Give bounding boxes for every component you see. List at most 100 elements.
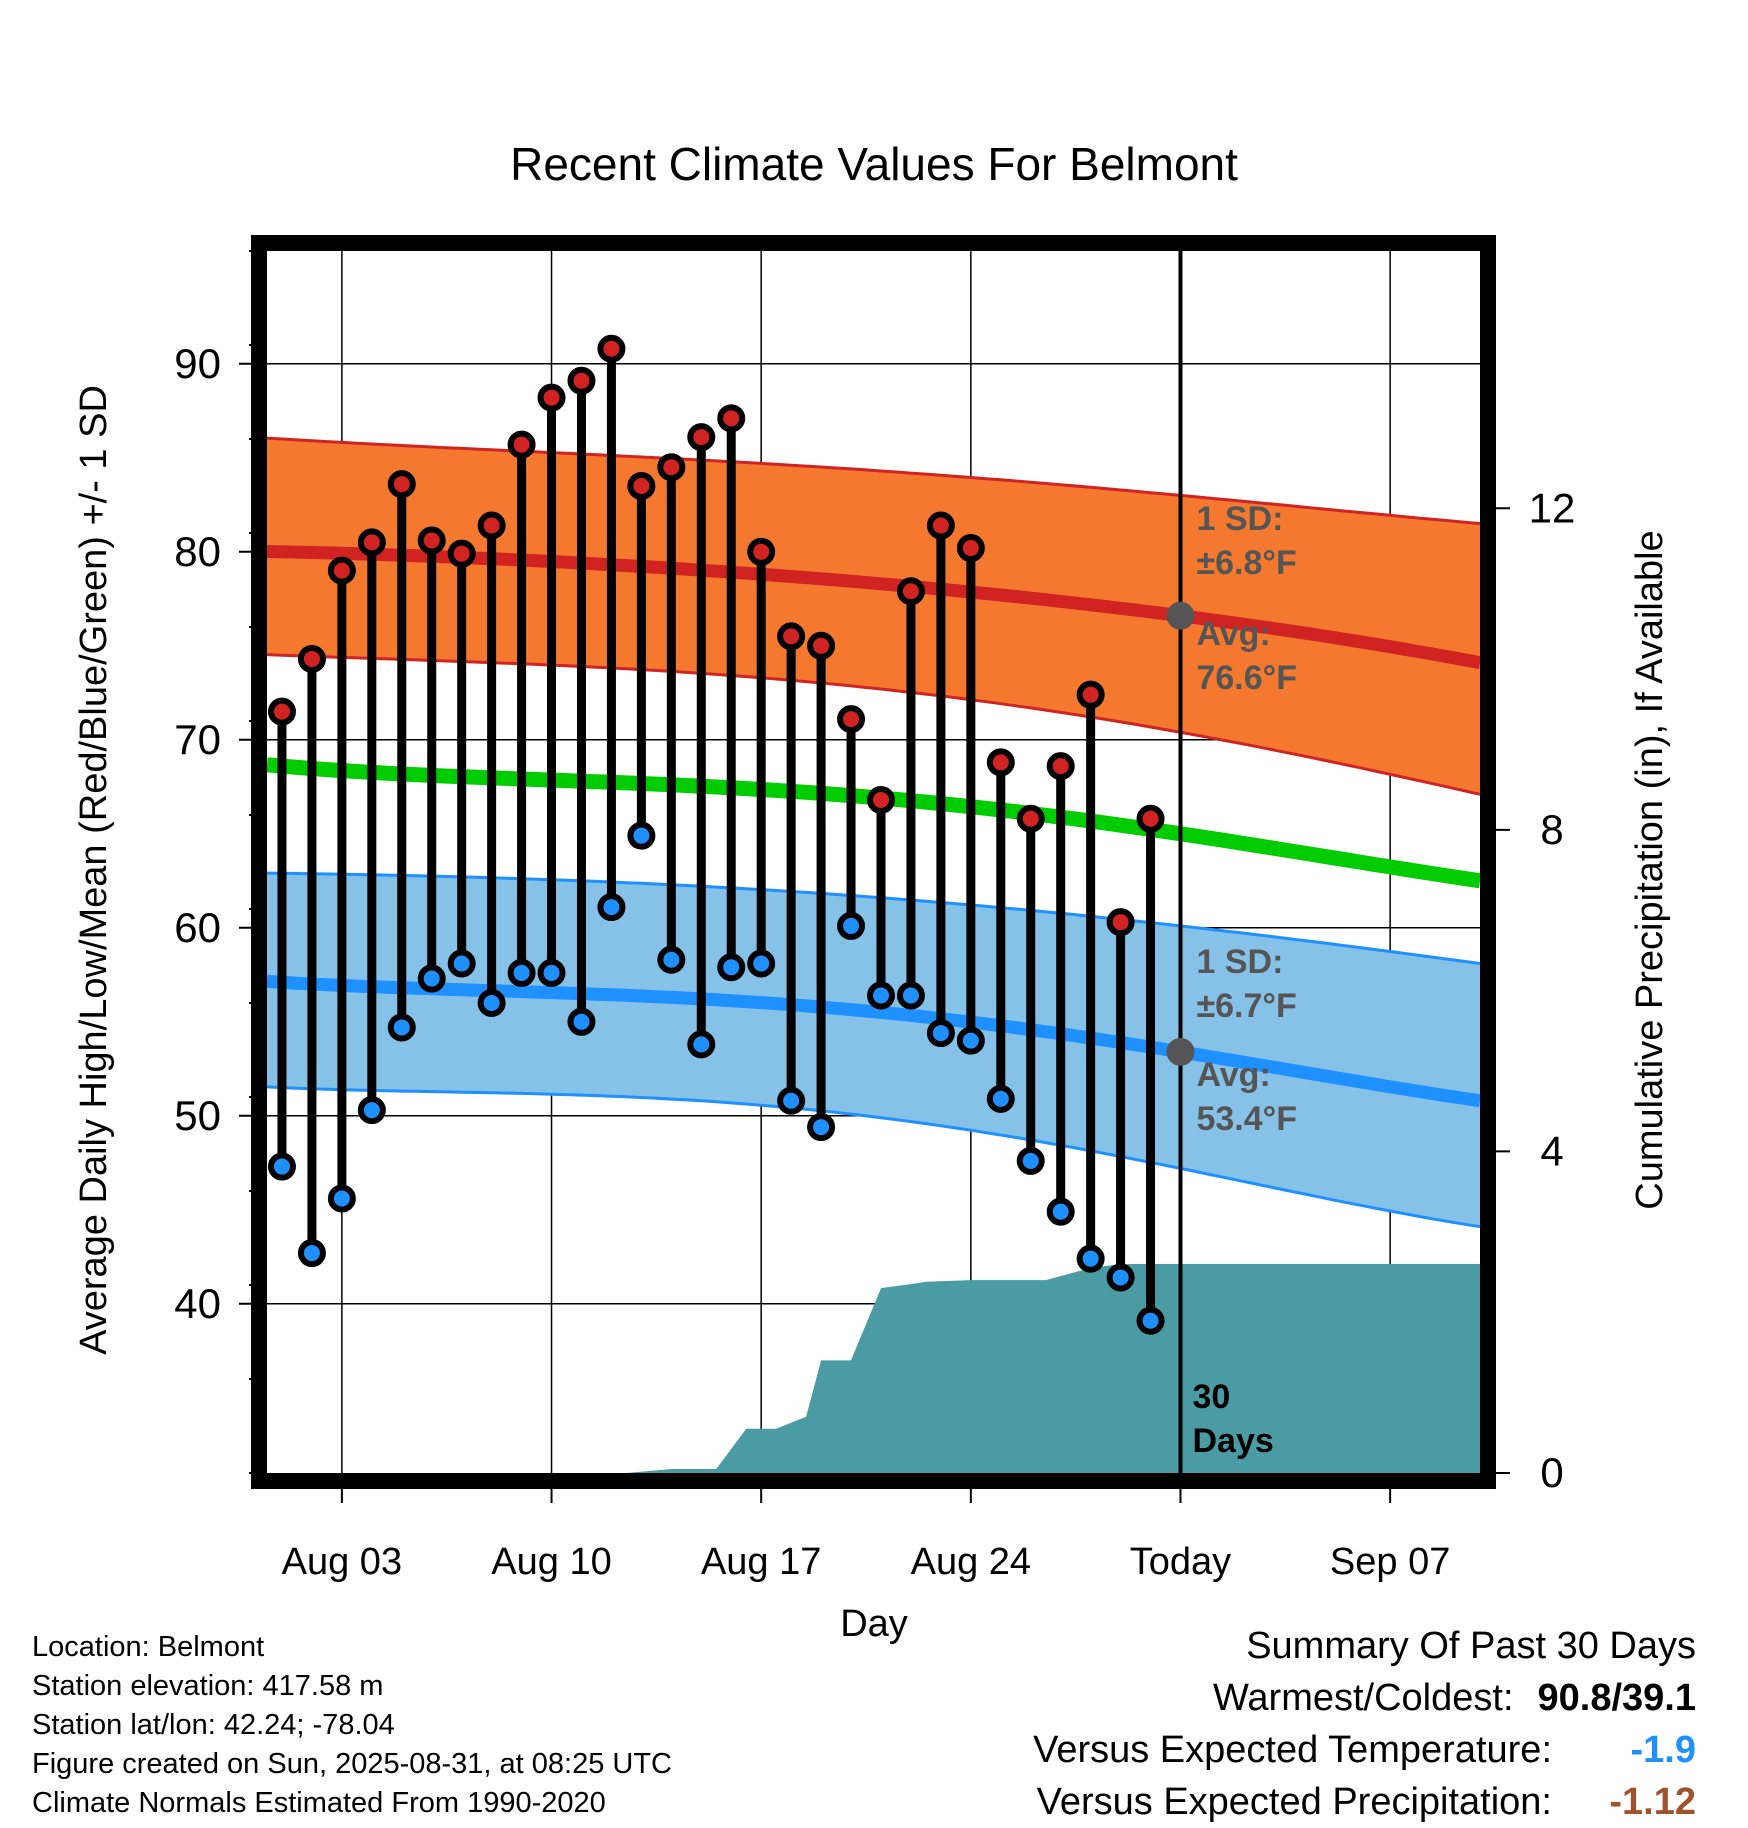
warm-cold-value: 90.8/39.1 — [1537, 1677, 1696, 1719]
y2-tick-label: 0 — [1540, 1449, 1563, 1496]
normal-low-line — [266, 974, 1481, 1108]
x-tick-label: Today — [1130, 1541, 1231, 1583]
plot-frame — [251, 235, 1496, 1489]
daily-low-point — [717, 953, 746, 982]
chart-title: Recent Climate Values For Belmont — [510, 138, 1238, 190]
summary-title: Summary Of Past 30 Days — [1246, 1625, 1696, 1667]
cumulative-precip-area — [282, 1264, 1480, 1473]
daily-high-point — [357, 528, 386, 557]
x-tick-label: Aug 17 — [701, 1541, 821, 1583]
daily-high-point — [417, 526, 446, 555]
normals-text: Climate Normals Estimated From 1990-2020 — [32, 1787, 606, 1819]
daily-low-point — [477, 989, 506, 1017]
normal-high-band-lower-edge — [266, 653, 1481, 796]
location-text: Location: Belmont — [32, 1631, 265, 1663]
x-tick-label: Sep 07 — [1330, 1541, 1450, 1583]
x-tick-label: Aug 10 — [491, 1541, 611, 1583]
daily-low-point — [1136, 1306, 1165, 1335]
y2-tick-label: 4 — [1540, 1127, 1563, 1174]
daily-low-point — [986, 1084, 1015, 1113]
daily-high-point — [1136, 804, 1165, 833]
daily-high-point — [327, 556, 356, 585]
low-avg-value: 53.4°F — [1196, 1100, 1297, 1138]
daily-low-point — [1076, 1244, 1105, 1273]
daily-low-point — [687, 1030, 716, 1059]
today-high-avg-dot — [1166, 601, 1195, 630]
daily-high-point — [477, 511, 506, 540]
high-sd-label: 1 SD: — [1196, 500, 1283, 538]
daily-high-point — [507, 430, 536, 459]
summary-temp-row: Versus Expected Temperature: -1.9 — [1033, 1724, 1696, 1776]
daily-high-point — [837, 705, 866, 734]
x-tick-label: Aug 24 — [911, 1541, 1031, 1583]
elevation-text: Station elevation: 417.58 m — [32, 1670, 384, 1702]
y-tick-label: 90 — [174, 340, 221, 387]
daily-high-point — [447, 539, 476, 568]
daily-low-point — [837, 911, 866, 940]
today-low-avg-dot — [1166, 1037, 1195, 1066]
summary-panel: Summary Of Past 30 Days Warmest/Coldest:… — [1033, 1620, 1696, 1828]
daily-high-point — [1046, 752, 1075, 781]
low-avg-label: Avg: — [1196, 1056, 1270, 1094]
daily-low-point — [267, 1152, 296, 1181]
daily-low-point — [896, 981, 925, 1010]
precip-anomaly-value: -1.12 — [1609, 1781, 1696, 1823]
x-axis-label: Day — [840, 1603, 908, 1645]
daily-bars-layer — [267, 334, 1165, 1335]
daily-low-point — [507, 958, 536, 987]
daily-high-point — [1076, 680, 1105, 709]
y-tick-label: 50 — [174, 1092, 221, 1139]
y-tick-label: 70 — [174, 716, 221, 763]
daily-low-point — [567, 1007, 596, 1036]
daily-low-point — [807, 1113, 836, 1142]
y2-axis-label: Cumulative Precipitation (in), If Availa… — [1629, 530, 1671, 1209]
daily-low-point — [597, 893, 626, 922]
y-tick-label: 40 — [174, 1280, 221, 1327]
daily-low-point — [357, 1096, 386, 1125]
daily-high-point — [297, 644, 326, 673]
y2-tick-label: 8 — [1540, 806, 1563, 853]
daily-high-point — [926, 511, 955, 540]
daily-high-point — [777, 622, 806, 651]
high-sd-value: ±6.8°F — [1196, 544, 1296, 582]
latlon-text: Station lat/lon: 42.24; -78.04 — [32, 1709, 395, 1741]
normal-low-band-upper-edge — [266, 871, 1481, 965]
daily-high-point — [896, 577, 925, 606]
daily-low-point — [956, 1026, 985, 1055]
daily-low-point — [1016, 1146, 1045, 1175]
precip-layer — [282, 1264, 1480, 1473]
summary-warm-cold-row: Warmest/Coldest: 90.8/39.1 — [1033, 1672, 1696, 1724]
precip-label: Versus Expected Precipitation: — [1036, 1781, 1552, 1823]
days-unit-label: Days — [1192, 1422, 1273, 1460]
daily-high-point — [687, 423, 716, 452]
daily-high-point — [1016, 804, 1045, 833]
daily-high-point — [567, 366, 596, 395]
y-tick-label: 60 — [174, 904, 221, 951]
temp-anomaly-value: -1.9 — [1630, 1729, 1696, 1771]
today-layer — [1166, 251, 1195, 1473]
high-avg-label: Avg: — [1196, 615, 1270, 653]
high-avg-value: 76.6°F — [1196, 659, 1297, 697]
daily-high-point — [537, 383, 566, 412]
daily-low-point — [327, 1184, 356, 1213]
daily-high-point — [267, 697, 296, 726]
temp-label: Versus Expected Temperature: — [1033, 1729, 1552, 1771]
axes-layer: 40 50 60 70 80 90 0 4 8 12 Aug 03 Aug 10 Aug 17 Aug 2… — [174, 250, 1576, 1583]
normal-high-band — [267, 438, 1480, 795]
daily-low-point — [657, 945, 686, 974]
daily-high-point — [866, 785, 895, 814]
annotation-layer: 1 SD: ±6.8°F Avg: 76.6°F 1 SD: ±6.7°F Avg: 53.4… — [1192, 500, 1297, 1460]
daily-low-point — [866, 981, 895, 1010]
daily-low-point — [537, 958, 566, 987]
daily-low-point — [627, 821, 656, 850]
y-tick-label: 80 — [174, 528, 221, 575]
daily-high-point — [747, 537, 776, 566]
daily-high-point — [387, 470, 416, 499]
low-sd-value: ±6.7°F — [1196, 987, 1296, 1025]
days-count-label: 30 — [1192, 1378, 1230, 1416]
created-text: Figure created on Sun, 2025-08-31, at 08… — [32, 1748, 672, 1780]
y2-tick-label: 12 — [1529, 484, 1576, 531]
normal-low-band — [267, 873, 1480, 1227]
daily-low-point — [1046, 1197, 1075, 1226]
